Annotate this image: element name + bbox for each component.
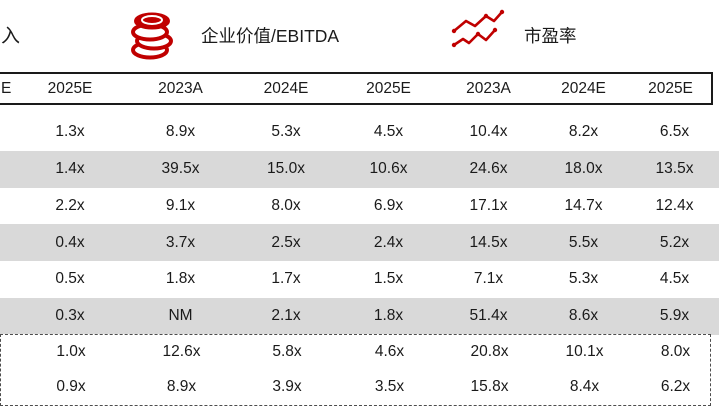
table-cell: 0.4x — [55, 233, 85, 251]
table-cell: 9.1x — [165, 196, 196, 214]
table-cell: 8.0x — [660, 343, 691, 361]
legend-ev-ebitda-label: 企业价值/EBITDA — [201, 26, 340, 46]
table-cell: 10.1x — [565, 343, 604, 361]
table-body: 1.3x 8.9x 5.3x 4.5x 10.4x 8.2x 6.5x 1.4x 39.5x 15… — [0, 114, 719, 335]
table-cell: 1.7x — [271, 270, 301, 288]
table-cell: 3.7x — [165, 233, 196, 251]
table-cell: 18.0x — [564, 160, 603, 178]
table-cell: 14.7x — [564, 196, 603, 214]
table-row: 0.5x 1.8x 1.7x 1.5x 7.1x 5.3x 4.5x — [0, 261, 719, 298]
table-cell: 6.9x — [373, 196, 404, 214]
coins-icon — [127, 8, 177, 60]
table-cell: 2.5x — [271, 233, 301, 251]
table-cell: 12.4x — [655, 196, 694, 214]
table-row: 1.3x 8.9x 5.3x 4.5x 10.4x 8.2x 6.5x — [0, 114, 719, 151]
table-cell: 7.1x — [473, 270, 504, 288]
year-header-cell: 2023A — [466, 79, 511, 97]
table-cell: 10.4x — [469, 123, 508, 141]
table-cell: 8.0x — [271, 196, 301, 214]
year-header-cell: 2025E — [47, 79, 93, 97]
table-cell: 5.9x — [659, 307, 690, 325]
table-year-header: E 2025E 2023A 2024E 2025E 2023A 2024E 2025E — [0, 72, 713, 105]
table-cell: 1.8x — [373, 307, 404, 325]
table-cell: 12.6x — [162, 343, 201, 361]
table-cell: 5.3x — [568, 270, 599, 288]
table-cell: 8.2x — [568, 123, 599, 141]
table-cell: 4.5x — [659, 270, 690, 288]
table-cell: 1.8x — [165, 270, 196, 288]
table-cell: 8.6x — [568, 307, 599, 325]
highlight-dashed-box: 1.0x 12.6x 5.8x 4.6x 20.8x 10.1x 8.0x 0.9x 8.9x 3… — [0, 334, 711, 406]
table-cell: 15.8x — [470, 377, 509, 395]
table-cell: 0.9x — [56, 377, 86, 395]
year-header-cell: 2025E — [648, 79, 693, 97]
table-row: 1.0x 12.6x 5.8x 4.6x 20.8x 10.1x 8.0x — [1, 335, 718, 370]
year-header-cell: 2024E — [263, 79, 309, 97]
table-cell: 8.4x — [569, 377, 600, 395]
table-cell: 2.1x — [271, 307, 301, 325]
table-cell: 51.4x — [469, 307, 508, 325]
table-cell: 8.9x — [166, 377, 197, 395]
table-row: 2.2x 9.1x 8.0x 6.9x 17.1x 14.7x 12.4x — [0, 188, 719, 225]
table-cell: 3.5x — [374, 377, 405, 395]
table-cell: 5.5x — [568, 233, 599, 251]
table-cell: NM — [168, 307, 193, 325]
table-cell: 1.4x — [55, 160, 85, 178]
table-cell: 5.2x — [659, 233, 690, 251]
table-cell: 2.4x — [373, 233, 404, 251]
table-row: 1.4x 39.5x 15.0x 10.6x 24.6x 18.0x 13.5x — [0, 150, 719, 188]
table-cell: 3.9x — [272, 377, 302, 395]
table-cell: 24.6x — [469, 160, 508, 178]
table-cell: 4.5x — [373, 123, 404, 141]
table-row: 0.3x NM 2.1x 1.8x 51.4x 8.6x 5.9x — [0, 297, 719, 335]
table-cell: 4.6x — [374, 343, 405, 361]
table-cell: 17.1x — [469, 196, 508, 214]
table-cell: 0.5x — [55, 270, 85, 288]
table-cell: 13.5x — [655, 160, 694, 178]
table-cell: 1.5x — [373, 270, 404, 288]
table-cell: 14.5x — [469, 233, 508, 251]
table-cell: 39.5x — [161, 160, 200, 178]
year-header-cell: 2023A — [158, 79, 203, 97]
table-row: 0.9x 8.9x 3.9x 3.5x 15.8x 8.4x 6.2x — [1, 370, 718, 405]
table-cell: 6.2x — [660, 377, 691, 395]
table-row: 0.4x 3.7x 2.5x 2.4x 14.5x 5.5x 5.2x — [0, 224, 719, 261]
trend-line-icon — [450, 8, 506, 52]
year-header-cell: E — [1, 79, 12, 97]
table-cell: 0.3x — [55, 307, 85, 325]
table-cell: 8.9x — [165, 123, 196, 141]
table-cell: 1.3x — [55, 123, 85, 141]
table-cell: 5.3x — [271, 123, 301, 141]
table-cell: 2.2x — [55, 196, 85, 214]
legend-revenue-partial: 入 — [1, 26, 21, 47]
table-cell: 10.6x — [369, 160, 408, 178]
legend-pe-label: 市盈率 — [524, 26, 577, 46]
year-header-cell: 2025E — [366, 79, 411, 97]
table-cell: 6.5x — [659, 123, 690, 141]
table-cell: 1.0x — [56, 343, 86, 361]
legend-strip: 入 企业价值/EBITDA 市盈率 — [0, 0, 719, 72]
table-cell: 5.8x — [272, 343, 302, 361]
table-cell: 15.0x — [267, 160, 305, 178]
table-cell: 20.8x — [470, 343, 509, 361]
year-header-cell: 2024E — [561, 79, 606, 97]
